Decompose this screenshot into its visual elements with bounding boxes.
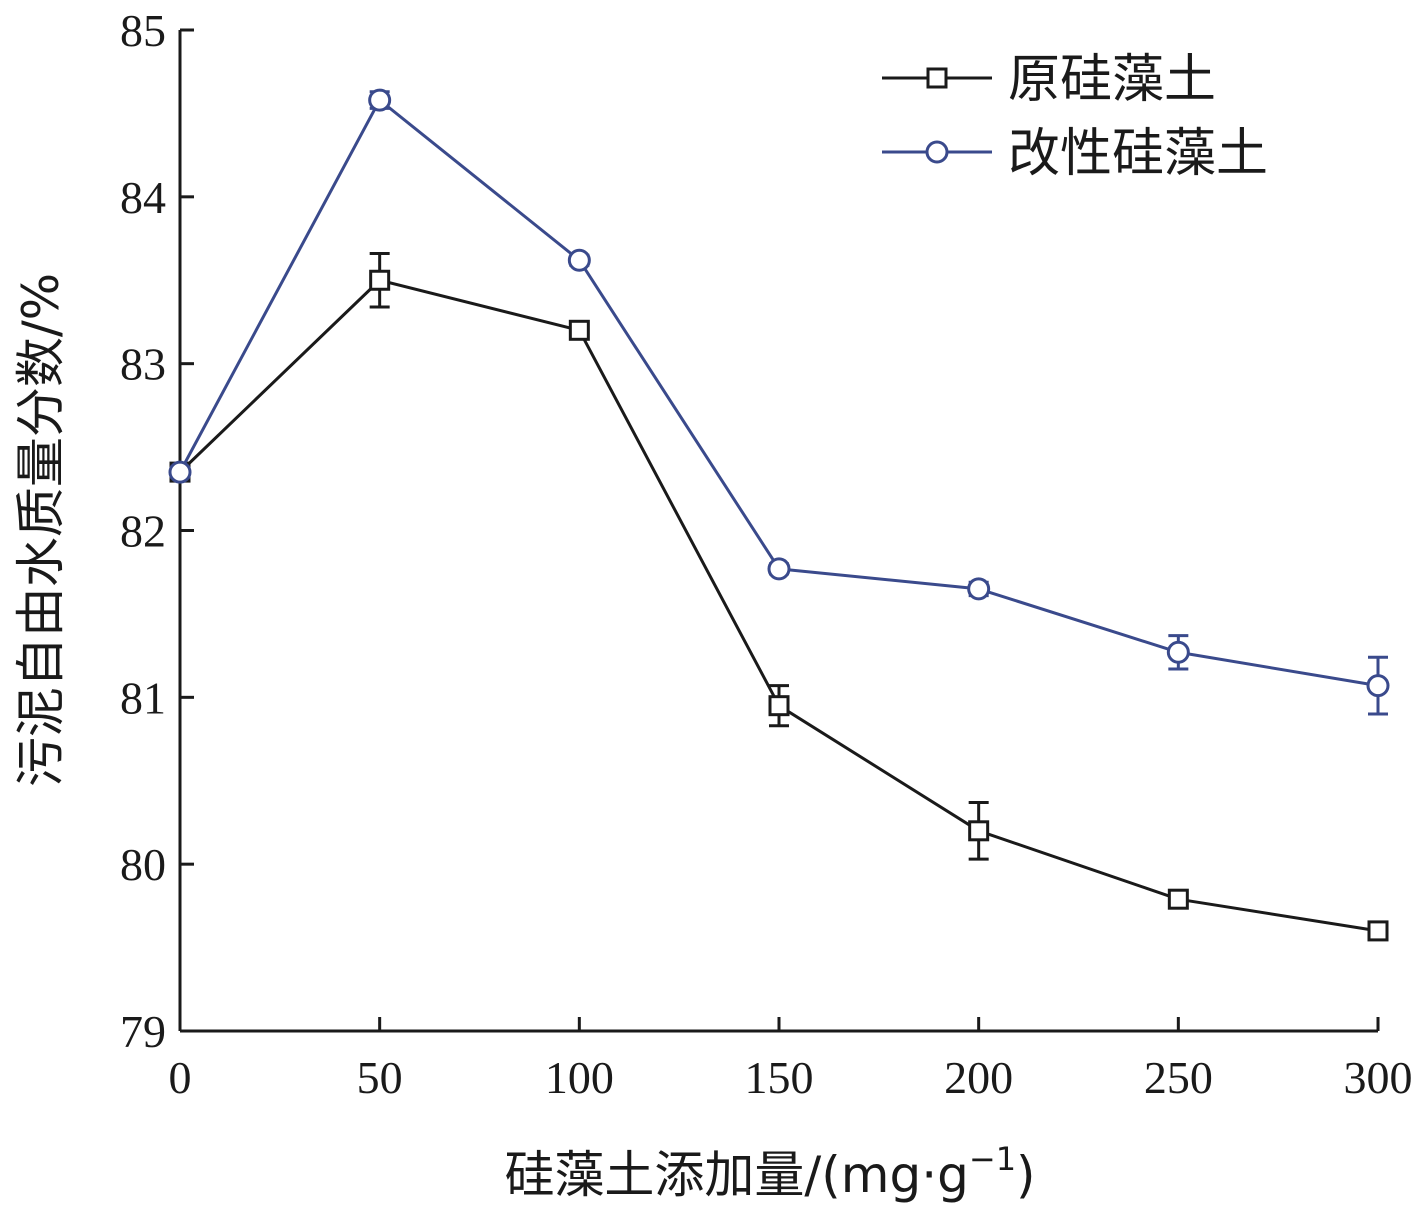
series-1-line xyxy=(178,278,1379,933)
x-tick-label: 300 xyxy=(1344,1052,1413,1103)
y-tick-label: 85 xyxy=(120,5,166,56)
data-point xyxy=(767,557,791,581)
y-axis-title: 污泥自由水质量分数/% xyxy=(12,273,70,787)
x-axis-title-end: ) xyxy=(1016,1146,1036,1204)
legend-swatch-marker xyxy=(925,140,949,164)
data-point xyxy=(368,88,392,112)
legend-swatch-marker xyxy=(926,67,948,89)
x-axis-title-superscript: −1 xyxy=(969,1140,1016,1178)
y-tick-label: 83 xyxy=(120,339,166,390)
series-2 xyxy=(168,88,1390,716)
x-tick-label: 150 xyxy=(745,1052,814,1103)
axis-titles: 硅藻土添加量/(mg·g−1) 污泥自由水质量分数/% xyxy=(12,273,1036,1204)
series-1 xyxy=(169,252,1389,942)
data-point xyxy=(369,269,391,291)
series-layer xyxy=(168,88,1390,942)
y-tick-label: 81 xyxy=(120,672,166,723)
x-tick-label: 100 xyxy=(545,1052,614,1103)
data-point xyxy=(568,319,590,341)
y-tick-label: 84 xyxy=(120,172,166,223)
data-point xyxy=(1167,888,1189,910)
data-point xyxy=(967,577,991,601)
x-axis-title: 硅藻土添加量/(mg·g−1) xyxy=(504,1140,1035,1204)
axes: 79 80 81 82 83 84 85 0 50 100 150 200 250 300 xyxy=(120,5,1413,1103)
data-point xyxy=(968,820,990,842)
data-point xyxy=(168,460,192,484)
legend-label: 改性硅藻土 xyxy=(1008,124,1268,184)
legend-item: 改性硅藻土 xyxy=(882,124,1268,184)
data-point xyxy=(1366,674,1390,698)
data-point xyxy=(567,248,591,272)
legend-label: 原硅藻土 xyxy=(1008,50,1216,110)
x-tick-label: 0 xyxy=(169,1052,192,1103)
y-tick-label: 82 xyxy=(120,506,166,557)
x-axis-title-main: 硅藻土添加量/(mg·g xyxy=(504,1146,968,1204)
data-point xyxy=(768,695,790,717)
x-tick-label: 50 xyxy=(357,1052,403,1103)
y-tick-label: 80 xyxy=(120,839,166,890)
y-tick-label: 79 xyxy=(120,1006,166,1057)
x-tick-label: 200 xyxy=(944,1052,1013,1103)
data-point xyxy=(1367,920,1389,942)
x-tick-label: 250 xyxy=(1144,1052,1213,1103)
legend-item: 原硅藻土 xyxy=(882,50,1216,110)
data-point xyxy=(1166,640,1190,664)
series-2-line xyxy=(178,98,1379,688)
